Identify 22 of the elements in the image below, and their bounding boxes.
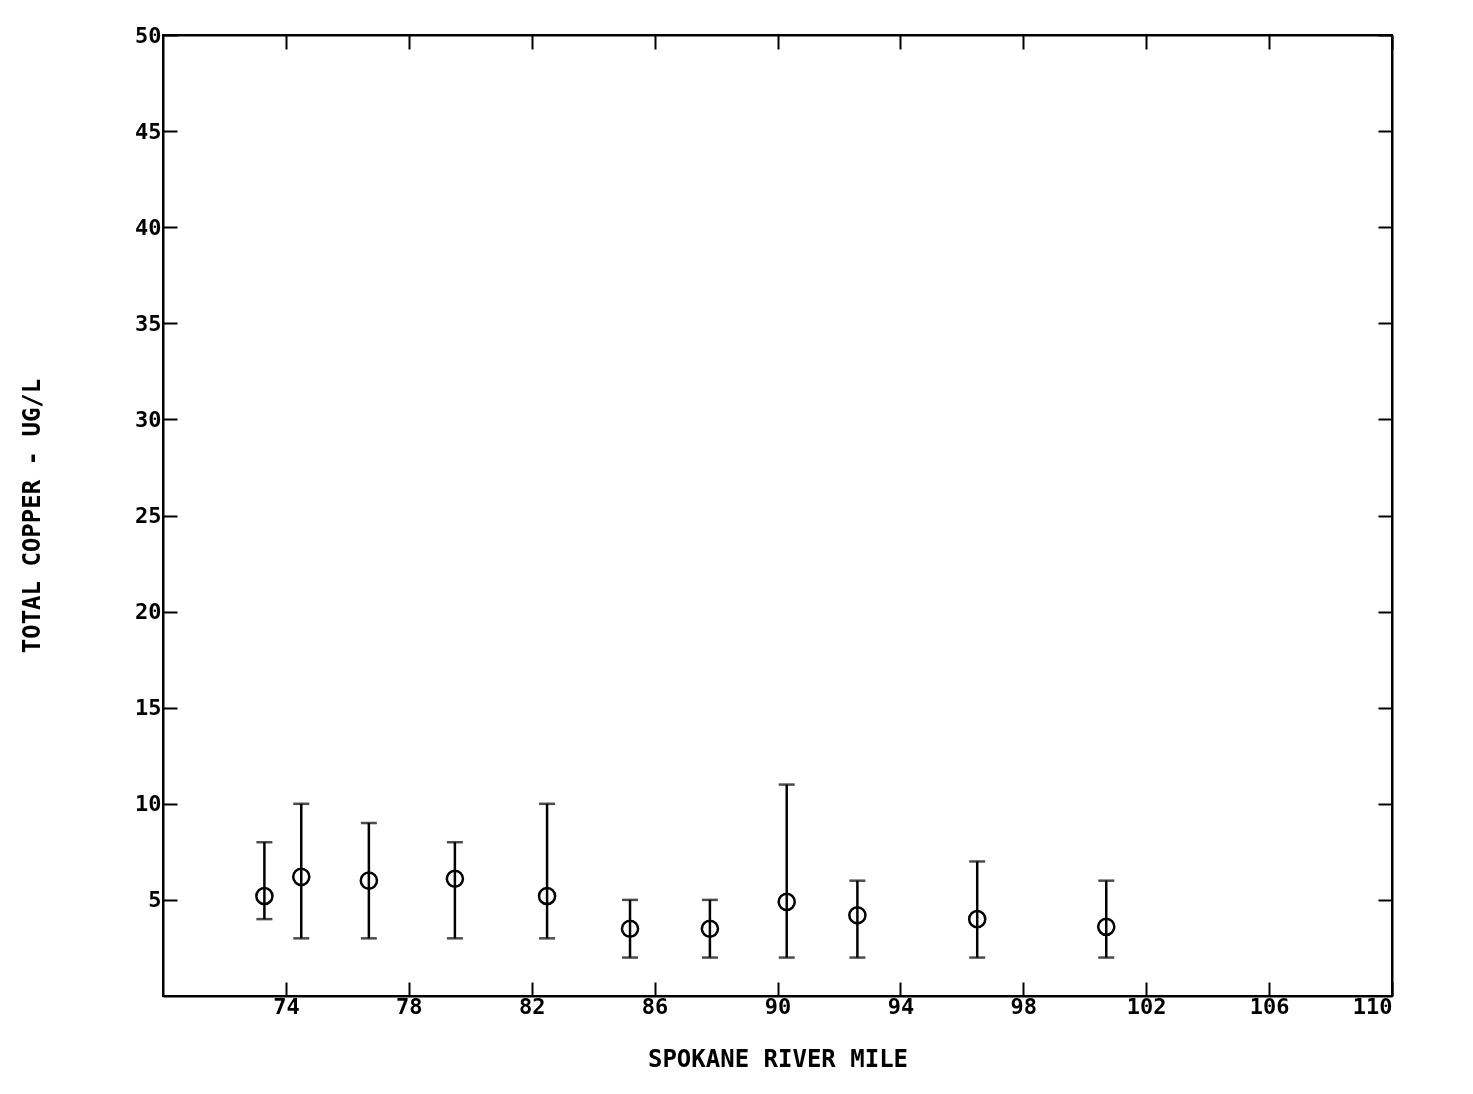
x-tick-label: 74 xyxy=(273,993,300,1019)
y-tick-label: 35 xyxy=(135,310,162,336)
y-tick-label: 45 xyxy=(135,118,162,144)
y-tick-label: 15 xyxy=(135,695,162,721)
x-axis-title: SPOKANE RIVER MILE xyxy=(647,1044,909,1073)
y-axis-title: TOTAL COPPER - UG/L xyxy=(18,378,47,654)
y-tick-label: 40 xyxy=(135,214,162,240)
x-tick-label: 102 xyxy=(1126,993,1167,1019)
x-tick-label: 78 xyxy=(396,993,423,1019)
y-tick-label: 50 xyxy=(135,22,162,48)
x-tick-label: 86 xyxy=(641,993,669,1019)
x-tick-label: 98 xyxy=(1010,993,1038,1019)
x-tick-label: 106 xyxy=(1249,993,1290,1019)
x-tick-label: 90 xyxy=(764,993,792,1019)
y-tick-label: 20 xyxy=(135,599,162,625)
y-tick-label: 10 xyxy=(135,791,162,817)
x-tick-label: 94 xyxy=(887,993,915,1019)
x-tick-label: 82 xyxy=(518,993,546,1019)
y-tick-label: 5 xyxy=(148,887,162,913)
y-tick-label: 30 xyxy=(135,406,162,432)
x-tick-label: 110 xyxy=(1352,993,1393,1019)
y-tick-label: 25 xyxy=(135,503,162,528)
